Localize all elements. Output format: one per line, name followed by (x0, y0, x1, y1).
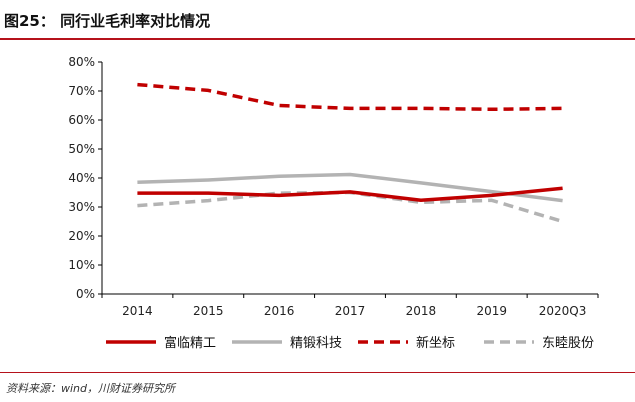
y-tick-label: 30% (68, 200, 95, 214)
legend-label: 富临精工 (164, 335, 216, 351)
legend-label: 东睦股份 (542, 335, 594, 351)
line-chart: 0% 10% 20% 30% 40% 50% 60% 70% 80% 2014 2015 2016 20… (68, 55, 599, 351)
x-tick-label: 2015 (193, 304, 224, 318)
x-tick-label: 2016 (264, 304, 295, 318)
y-tick-label: 50% (68, 142, 95, 156)
chart-axes: 0% 10% 20% 30% 40% 50% 60% 70% 80% 2014 2015 2016 20… (68, 55, 599, 318)
y-tick-label: 60% (68, 113, 95, 127)
y-tick-label: 40% (68, 171, 95, 185)
x-tick-label: 2019 (476, 304, 507, 318)
y-tick-label: 0% (76, 287, 95, 301)
source-divider (0, 372, 635, 373)
y-tick-label: 20% (68, 229, 95, 243)
chart-legend: 富临精工 精锻科技 新坐标 东睦股份 (106, 335, 594, 351)
x-tick-label: 2018 (406, 304, 437, 318)
x-tick-label: 2020Q3 (539, 304, 587, 318)
series-line-4 (137, 190, 564, 224)
x-tick-label: 2017 (335, 304, 366, 318)
y-tick-label: 70% (68, 84, 95, 98)
legend-label: 新坐标 (416, 335, 455, 351)
x-tick-label: 2014 (122, 304, 153, 318)
chart-series (137, 82, 564, 224)
title-divider (0, 38, 635, 40)
chart-title: 图25： 同行业毛利率对比情况 (4, 12, 211, 30)
y-tick-label: 10% (68, 258, 95, 272)
series-line-1 (137, 186, 563, 203)
header: 图25： 同行业毛利率对比情况 (0, 0, 635, 38)
source-note: 资料来源：wind，川财证券研究所 (6, 382, 176, 395)
series-line-2 (137, 172, 563, 203)
legend-label: 精锻科技 (290, 336, 342, 351)
series-line-3 (137, 82, 563, 112)
y-tick-label: 80% (68, 55, 95, 69)
